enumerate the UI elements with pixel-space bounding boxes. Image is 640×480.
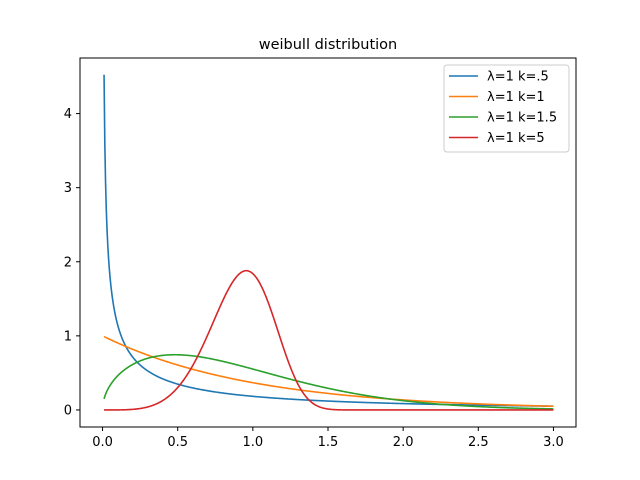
legend-label-1: λ=1 k=.5 — [487, 70, 549, 85]
x-tick-label: 0.5 — [167, 435, 188, 450]
legend-label-4: λ=1 k=5 — [487, 131, 545, 146]
legend-label-3: λ=1 k=1.5 — [487, 111, 557, 126]
x-tick-label: 3.0 — [543, 435, 564, 450]
x-axis-ticks: 0.0 0.5 1.0 1.5 2.0 2.5 3.0 — [92, 427, 564, 450]
legend: λ=1 k=.5 λ=1 k=1 λ=1 k=1.5 λ=1 k=5 — [443, 64, 570, 153]
series-line-4 — [104, 269, 554, 411]
y-tick-label: 2 — [64, 255, 72, 270]
series-line-2 — [103, 335, 554, 408]
y-tick-label: 1 — [64, 329, 72, 344]
x-tick-label: 2.5 — [468, 435, 489, 450]
legend-box — [443, 64, 570, 153]
x-tick-label: 1.0 — [243, 435, 264, 450]
series-layer — [103, 74, 554, 411]
x-tick-label: 0.0 — [92, 435, 113, 450]
y-tick-label: 4 — [64, 107, 72, 122]
chart-title: weibull distribution — [259, 37, 398, 53]
x-tick-label: 2.0 — [393, 435, 414, 450]
series-line-3 — [103, 353, 554, 410]
y-axis-ticks: 0 1 2 3 4 — [64, 107, 80, 418]
series-line-1 — [103, 74, 554, 407]
legend-items: λ=1 k=.5 λ=1 k=1 λ=1 k=1.5 λ=1 k=5 — [449, 70, 557, 146]
x-tick-label: 1.5 — [318, 435, 339, 450]
legend-label-2: λ=1 k=1 — [487, 90, 545, 105]
y-tick-label: 3 — [64, 181, 72, 196]
y-tick-label: 0 — [64, 403, 72, 418]
